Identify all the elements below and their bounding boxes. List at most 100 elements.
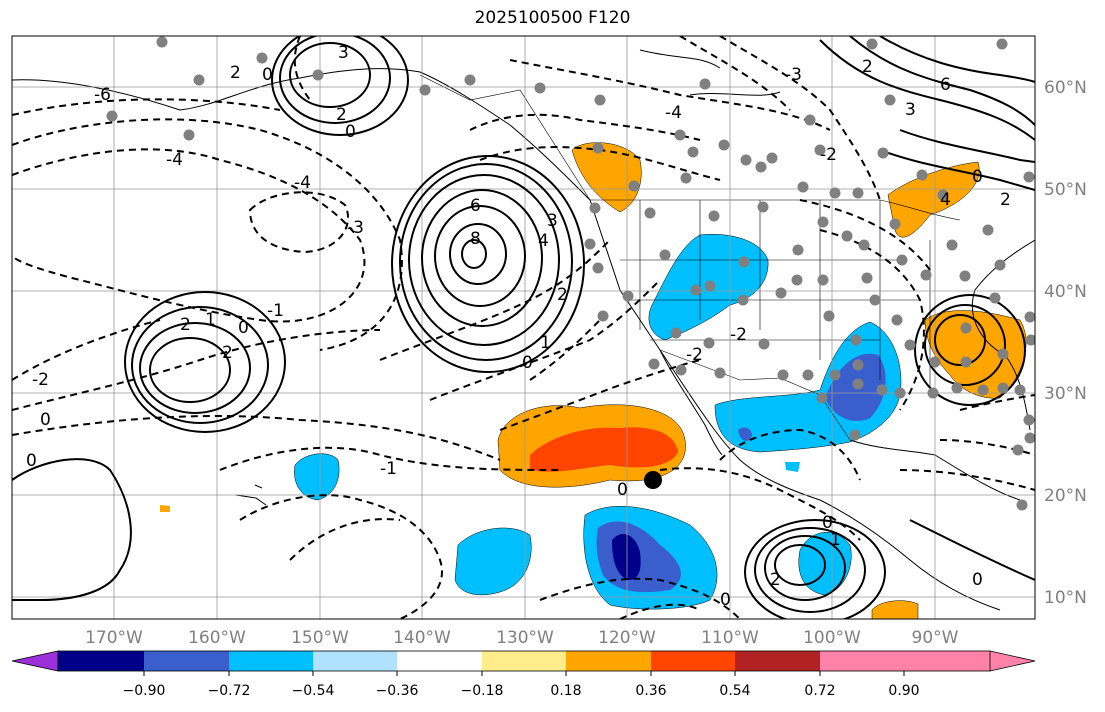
contour-label: 0 <box>345 122 356 142</box>
lon-label: 160°W <box>188 628 246 648</box>
map-frame <box>11 35 1036 620</box>
contour-label: -1 <box>267 301 284 321</box>
colorbar-tick-labels: −0.90 −0.72 −0.54 −0.36 −0.18 0.18 0.36 … <box>123 683 920 699</box>
positive-anomaly-region <box>571 142 642 213</box>
lon-label: 110°W <box>701 628 759 648</box>
map-title: 2025100500 F120 <box>474 8 631 28</box>
contour-label: 6 <box>940 75 951 95</box>
contour-label: 3 <box>338 43 349 63</box>
contour-label: 0 <box>972 167 983 187</box>
location-marker <box>644 471 662 489</box>
colorbar-segment <box>313 651 397 671</box>
lon-label: 170°W <box>85 628 143 648</box>
contour-label: 0 <box>238 318 249 338</box>
negative-anomaly-region <box>294 453 340 501</box>
contour-label: 0 <box>40 410 51 430</box>
colorbar-segment <box>58 651 144 671</box>
colorbar-tick-label: −0.18 <box>461 683 504 699</box>
contour-label: 0 <box>26 451 37 471</box>
contour-label: -2 <box>686 345 703 365</box>
contour-label: 2 <box>222 343 233 363</box>
contour-label: 0 <box>822 513 833 533</box>
colorbar-segment <box>397 651 482 671</box>
contour-label: 0 <box>720 590 731 610</box>
contour-label: -4 <box>665 103 682 123</box>
contour-label: -3 <box>347 218 364 238</box>
colorbar-segment <box>482 651 566 671</box>
colorbar-tick-label: −0.54 <box>292 683 335 699</box>
negative-anomaly-region <box>785 462 800 472</box>
contour-label: 2 <box>180 315 191 335</box>
colorbar-tick-label: 0.18 <box>550 683 581 699</box>
contour-label: 2 <box>770 570 781 590</box>
contour-label: 1 <box>830 530 841 550</box>
contour-label: 2 <box>336 105 347 125</box>
positive-anomaly-region <box>160 505 170 512</box>
contour-label: 0 <box>522 353 533 373</box>
contour-label: -2 <box>820 145 837 165</box>
negative-contours <box>12 36 1035 619</box>
lat-label: 30°N <box>1044 384 1087 404</box>
contour-label: 0 <box>262 65 273 85</box>
station-markers <box>106 36 1035 511</box>
contour-label: 1 <box>540 333 551 353</box>
contour-label: 2 <box>230 63 241 83</box>
colorbar-extend-min <box>11 650 59 672</box>
contour-labels: 8 6 4 3 2 1 0 2 2 1 0 3 2 0 -6 -4 -4 -3 … <box>26 43 1011 610</box>
lon-label: 90°W <box>912 628 959 648</box>
latitude-labels: 60°N 50°N 40°N 30°N 20°N 10°N <box>1044 78 1087 608</box>
contour-label: -3 <box>785 65 802 85</box>
contour-label: 6 <box>470 196 481 216</box>
colorbar-extend-max-tip <box>904 651 1035 671</box>
colorbar-tick-label: −0.36 <box>376 683 419 699</box>
graticule <box>12 36 1035 619</box>
colorbar-tick-label: 0.90 <box>888 683 919 699</box>
colorbar-ticks <box>143 671 905 676</box>
contour-label: -4 <box>166 150 183 170</box>
colorbar-segment <box>229 651 313 671</box>
high-pressure-center-contour <box>461 239 487 269</box>
lon-label: 140°W <box>393 628 451 648</box>
contour-label: 3 <box>905 100 916 120</box>
colorbar: −0.90 −0.72 −0.54 −0.36 −0.18 0.18 0.36 … <box>11 650 1036 699</box>
contour-label: 8 <box>470 229 481 249</box>
colorbar-tick-label: 0.72 <box>804 683 835 699</box>
strong-positive-anomaly-region <box>530 427 678 472</box>
contour-label: 2 <box>862 57 873 77</box>
colorbar-segment <box>735 651 820 671</box>
contour-label: 4 <box>538 231 549 251</box>
lon-label: 130°W <box>496 628 554 648</box>
positive-contours <box>12 36 1035 619</box>
contour-label: -1 <box>380 459 397 479</box>
contour-label: -2 <box>730 325 747 345</box>
colorbar-tick-label: 0.54 <box>719 683 750 699</box>
lat-label: 50°N <box>1044 180 1087 200</box>
strong-negative-anomaly-region <box>612 533 641 580</box>
contour-label: 2 <box>1000 190 1011 210</box>
lat-label: 60°N <box>1044 78 1087 98</box>
positive-anomaly-region <box>871 600 919 619</box>
contour-label: 4 <box>940 190 951 210</box>
contour-label: -2 <box>32 370 49 390</box>
colorbar-segment <box>144 651 229 671</box>
negative-anomaly-region <box>738 427 752 441</box>
colorbar-segment <box>566 651 651 671</box>
colorbar-tick-label: 0.36 <box>635 683 666 699</box>
contour-label: 0 <box>972 570 983 590</box>
boundaries <box>419 74 961 441</box>
colorbar-segment <box>651 651 735 671</box>
lon-label: 150°W <box>291 628 349 648</box>
contour-label: 0 <box>617 480 628 500</box>
lat-label: 10°N <box>1044 588 1087 608</box>
contour-label: -6 <box>94 85 111 105</box>
colorbar-tick-label: −0.72 <box>208 683 251 699</box>
contour-label: 3 <box>547 211 558 231</box>
lon-label: 120°W <box>598 628 656 648</box>
contour-label: 1 <box>205 310 216 330</box>
negative-anomaly-region <box>454 527 532 596</box>
contour-label: -4 <box>294 173 311 193</box>
lat-label: 40°N <box>1044 282 1087 302</box>
lat-label: 20°N <box>1044 486 1087 506</box>
colorbar-tick-label: −0.90 <box>123 683 166 699</box>
